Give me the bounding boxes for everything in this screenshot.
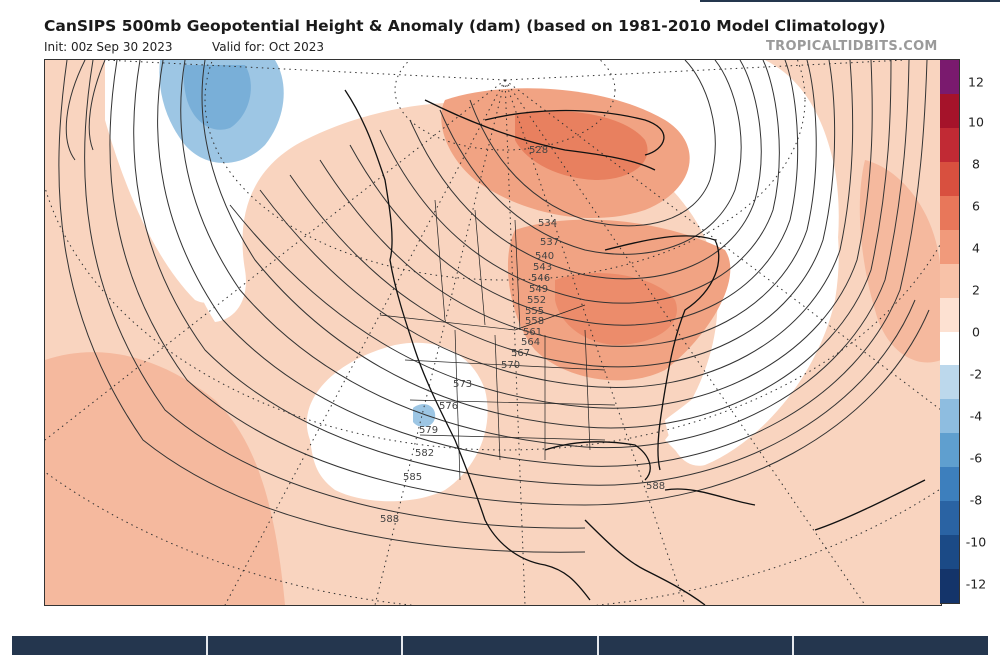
colorbar-label: -2 <box>969 366 983 382</box>
height-contours <box>58 60 930 553</box>
colorbar-segment <box>940 229 959 264</box>
top-edge-bar <box>700 0 1000 2</box>
contour-label: 588 <box>380 514 399 525</box>
colorbar-label: 2 <box>972 282 980 298</box>
colorbar-segment <box>940 331 959 366</box>
anomaly-positive-pacific <box>45 352 285 605</box>
anomaly-negative-alaska-core <box>183 65 251 130</box>
political-borders <box>379 199 616 481</box>
colorbar-segment <box>940 433 959 468</box>
contour-label: 582 <box>415 448 434 459</box>
contour-label: 564 <box>521 337 540 348</box>
map-title: CanSIPS 500mb Geopotential Height & Anom… <box>44 17 886 35</box>
contour-label: 534 <box>538 218 557 229</box>
contour-label: 567 <box>511 348 530 359</box>
contour-label: 558 <box>525 316 544 327</box>
contour-label: 570 <box>501 360 520 371</box>
contour-label: 543 <box>533 262 552 273</box>
colorbar-label: 8 <box>972 156 980 172</box>
colorbar-segment <box>940 297 959 332</box>
valid-time: Valid for: Oct 2023 <box>212 40 324 54</box>
contour-label: 537 <box>540 237 559 248</box>
colorbar-label: -6 <box>969 450 983 466</box>
colorbar-segment <box>940 365 959 400</box>
colorbar-segment <box>940 535 959 570</box>
colorbar-segment <box>940 161 959 196</box>
contour-label: 576 <box>439 401 458 412</box>
contour-label: 561 <box>523 327 542 338</box>
colorbar-segment <box>940 60 959 94</box>
bottom-nav-tab[interactable] <box>599 636 795 655</box>
alaska-low-contours <box>65 60 106 161</box>
colorbar-segment <box>940 195 959 230</box>
map-panel: 528 534 537 540 543 546 549 552 555 558 … <box>44 59 942 606</box>
contour-label: 552 <box>527 295 546 306</box>
contour-label: 579 <box>419 425 438 436</box>
colorbar-label: -8 <box>969 492 983 508</box>
colorbar-segment <box>940 569 959 603</box>
anomaly-positive-eastpac <box>859 160 941 363</box>
colorbar-segment <box>940 467 959 502</box>
init-time: Init: 00z Sep 30 2023 <box>44 40 173 54</box>
bottom-nav-tab[interactable] <box>208 636 404 655</box>
contour-label: 546 <box>531 273 550 284</box>
contour-label: 555 <box>525 306 544 317</box>
colorbar-segment <box>940 399 959 434</box>
contour-label: 573 <box>453 379 472 390</box>
colorbar-label: -10 <box>965 534 987 550</box>
colorbar-segment <box>940 127 959 162</box>
contour-label: 588 <box>646 481 665 492</box>
colorbar-segment <box>940 93 959 128</box>
colorbar-label: -4 <box>969 408 983 424</box>
bottom-nav-tab[interactable] <box>12 636 208 655</box>
graticule <box>45 60 941 605</box>
anomaly-strong-lakes <box>555 272 677 345</box>
map-canvas: 528 534 537 540 543 546 549 552 555 558 … <box>45 60 941 605</box>
colorbar-label: 10 <box>968 114 984 130</box>
colorbar-label: 6 <box>972 198 980 214</box>
colorbar-label: 4 <box>972 240 980 256</box>
coastlines <box>344 89 926 605</box>
colorbar-segment <box>940 501 959 536</box>
contour-label: 528 <box>529 145 548 156</box>
contour-label: 585 <box>403 472 422 483</box>
colorbar <box>940 59 960 604</box>
colorbar-label: 0 <box>972 324 980 340</box>
colorbar-label: -12 <box>965 576 987 592</box>
anomaly-neutral-southwest <box>306 342 488 502</box>
colorbar-segment <box>940 263 959 298</box>
bottom-nav-tab[interactable] <box>794 636 988 655</box>
bottom-nav-tab[interactable] <box>403 636 599 655</box>
anomaly-neutral-atlantic <box>665 140 839 466</box>
site-watermark: TROPICALTIDBITS.COM <box>766 39 938 54</box>
contour-label: 540 <box>535 251 554 262</box>
contour-labels: 528 534 537 540 543 546 549 552 555 558 … <box>380 145 665 525</box>
contour-label: 549 <box>529 284 548 295</box>
colorbar-label: 12 <box>968 74 984 90</box>
anomaly-strong-hudson <box>515 111 648 180</box>
anomaly-negative-southwest <box>413 404 436 427</box>
bottom-nav-bar <box>12 636 988 655</box>
